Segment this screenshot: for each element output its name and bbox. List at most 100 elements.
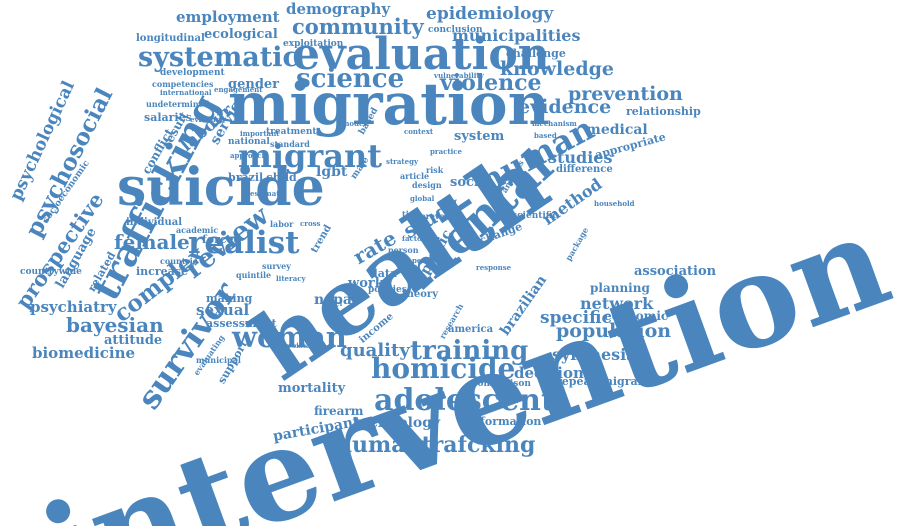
word: difference <box>556 164 613 175</box>
word: gender <box>228 77 280 92</box>
word: medical <box>586 122 648 138</box>
word: adolescent <box>374 383 555 418</box>
word: child <box>266 171 297 184</box>
word: assessment <box>206 317 277 330</box>
word: migration <box>228 70 550 138</box>
word: economic <box>604 309 669 323</box>
word: mechanism <box>532 119 577 128</box>
word: making <box>206 292 253 305</box>
word: information <box>468 415 542 428</box>
word: migrant <box>238 137 383 175</box>
word: scientific <box>512 211 558 221</box>
word: conclusion <box>428 25 483 35</box>
word: context <box>404 127 434 136</box>
word: studies <box>548 148 613 167</box>
word: prevention <box>568 83 683 105</box>
word: association <box>634 264 717 279</box>
word: specific <box>540 308 612 328</box>
word: training <box>410 336 529 366</box>
word: quality <box>340 340 410 361</box>
word: system <box>454 129 505 144</box>
word: firearm <box>314 404 364 418</box>
word: household <box>594 199 635 208</box>
word: synthesis <box>552 345 636 364</box>
word: resistance <box>284 341 325 350</box>
word: science <box>296 64 405 94</box>
word: knowledge <box>500 58 614 80</box>
word: undetermined <box>146 99 210 109</box>
word: evidence <box>190 115 225 124</box>
word: strategy <box>386 157 419 166</box>
word: network <box>580 294 654 313</box>
word: municipalities <box>452 26 581 45</box>
word: academic <box>176 225 219 235</box>
word: prevent <box>420 211 455 221</box>
word: approach <box>230 151 267 160</box>
word: package <box>563 225 591 263</box>
word: work <box>348 276 384 291</box>
word: suicide <box>117 157 325 218</box>
word: america <box>448 324 494 335</box>
word: engagement <box>214 85 263 94</box>
word: brazil <box>228 171 264 184</box>
word: ecological <box>204 27 278 42</box>
word: evidence <box>518 96 612 118</box>
word: comparison <box>472 379 531 389</box>
word: population <box>556 320 672 342</box>
word: practice <box>430 147 462 156</box>
word: period <box>412 256 438 265</box>
word: violence <box>440 70 542 96</box>
word: response <box>476 263 512 272</box>
word: data <box>370 267 398 280</box>
word: vulnerability <box>434 71 484 80</box>
word: countrywide <box>20 267 82 277</box>
word: decision <box>514 364 584 382</box>
word: global <box>410 194 435 203</box>
word: mortality <box>278 381 346 396</box>
word: policies <box>368 285 407 295</box>
word: literacy <box>276 274 306 283</box>
word: model <box>342 119 367 128</box>
word: risk <box>426 165 444 175</box>
word: employment <box>176 8 280 26</box>
word: planning <box>590 281 650 295</box>
word: longitudinal <box>136 33 205 44</box>
word: homicide <box>371 352 516 385</box>
word: salaries <box>144 111 192 124</box>
word: female <box>114 230 190 254</box>
word: person <box>388 245 419 255</box>
word: social <box>450 175 493 190</box>
word: woman <box>232 320 347 354</box>
word: epidemiology <box>426 4 554 24</box>
word: theory <box>402 289 439 300</box>
word: standard <box>270 139 310 149</box>
word: attitude <box>104 333 163 348</box>
word: biomedicine <box>32 344 136 362</box>
word: countrie <box>160 256 198 266</box>
word: competencies <box>152 79 214 89</box>
word: forced <box>202 233 242 246</box>
word: technology <box>354 415 441 431</box>
word: systematic <box>138 42 299 73</box>
word: labor <box>270 219 294 229</box>
word: design <box>412 180 442 190</box>
word: time <box>402 209 423 219</box>
word: factor <box>402 234 426 243</box>
word: development <box>160 68 225 78</box>
word: evaluation <box>292 29 550 80</box>
word: repeat–migrants <box>556 375 657 388</box>
word: treatment <box>266 127 317 137</box>
word: psychiatry <box>30 298 117 316</box>
word: survey <box>262 261 291 271</box>
word: increase <box>136 265 188 278</box>
word: exploitation <box>283 39 344 49</box>
word: realist <box>188 225 300 261</box>
word: quintile <box>236 270 272 280</box>
word: national <box>228 137 270 147</box>
word: article <box>400 171 430 181</box>
word: level <box>324 299 343 308</box>
word: based <box>534 131 557 140</box>
word: humantrafcking <box>336 432 536 458</box>
word: nepal <box>314 292 358 308</box>
